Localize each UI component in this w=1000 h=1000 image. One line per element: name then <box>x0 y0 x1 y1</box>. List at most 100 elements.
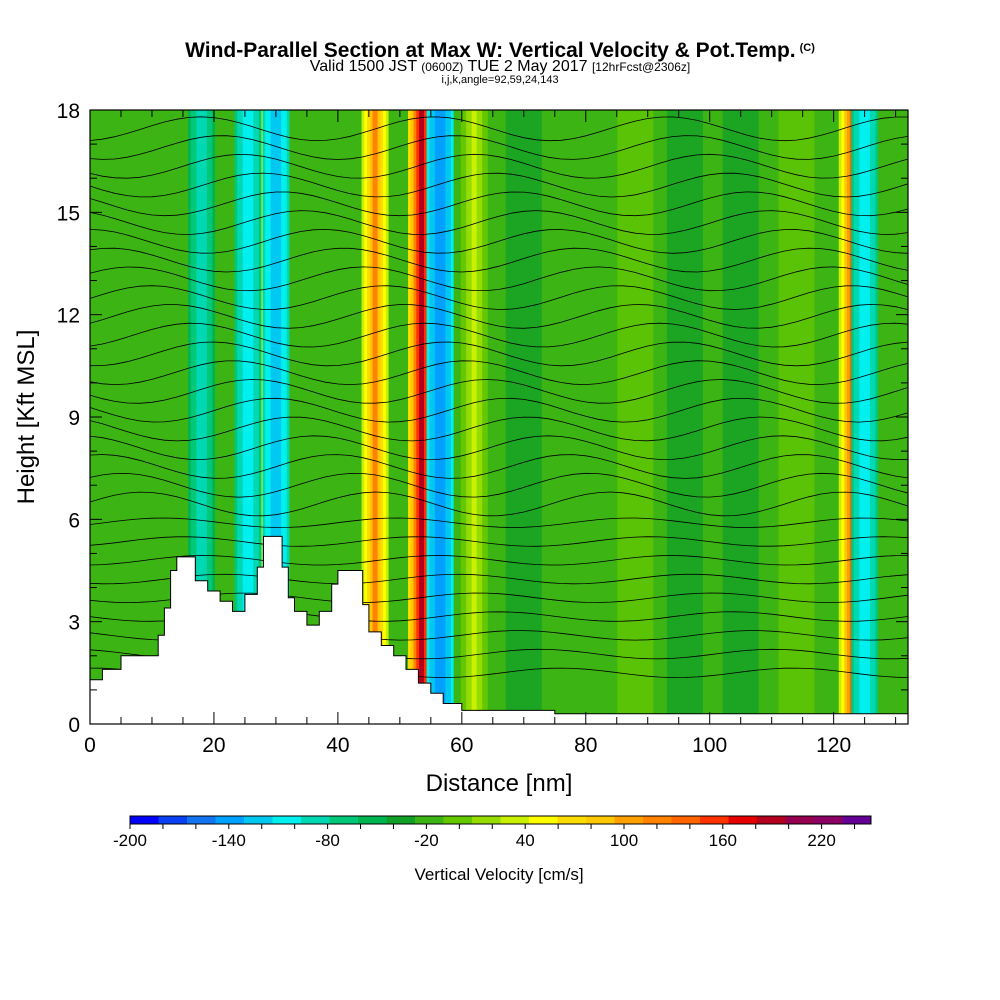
updraft-column <box>372 110 378 724</box>
x-axis: 0 20 40 60 80 100 120 <box>84 110 897 757</box>
field-patch <box>617 110 654 724</box>
colorbar-tick-label: 160 <box>709 831 737 850</box>
isentrope-line <box>90 191 908 217</box>
y-tick-label: 9 <box>68 407 80 430</box>
colorbar-swatch <box>472 816 501 824</box>
terrain <box>90 535 908 724</box>
isentrope-line <box>90 592 908 604</box>
isentrope-line <box>90 285 908 310</box>
colorbar-swatch <box>301 816 330 824</box>
updraft-column <box>419 110 425 724</box>
title-block: Wind-Parallel Section at Max W: Vertical… <box>0 36 1000 87</box>
isentrope-line <box>90 228 908 254</box>
colorbar-swatch <box>244 816 273 824</box>
x-tick-label: 120 <box>816 734 851 757</box>
grid-indices: i,j,k,angle=92,59,24,143 <box>441 74 559 86</box>
colorbar-tick-label: 220 <box>807 831 835 850</box>
y-tick-label: 15 <box>57 202 80 225</box>
x-tick-label: 60 <box>450 734 473 757</box>
colorbar-swatch <box>842 816 872 824</box>
colorbar-swatch <box>187 816 216 824</box>
updraft-column <box>471 110 477 724</box>
colorbar-swatch <box>329 816 359 824</box>
isentrope-line <box>90 210 908 235</box>
colorbar-swatch <box>728 816 758 824</box>
colorbar-frame <box>129 815 872 825</box>
colorbar-tick-label: -140 <box>212 831 246 850</box>
colorbar-title: Vertical Velocity [cm/s] <box>414 865 583 884</box>
y-tick-label: 3 <box>68 612 80 635</box>
colorbar-tick-label: -20 <box>414 831 439 850</box>
isentrope-contours <box>90 116 908 679</box>
colorbar-swatch <box>614 816 644 824</box>
colorbar-swatch <box>272 816 302 824</box>
isentrope-line <box>90 135 908 160</box>
colorbar-swatch <box>671 816 701 824</box>
y-tick-label: 6 <box>68 509 80 532</box>
colorbar-swatch <box>158 816 188 824</box>
colorbar: -200 -140 -80 -20 40 100 160 220 <box>113 815 872 850</box>
plot-area <box>90 110 908 724</box>
isentrope-line <box>90 491 908 517</box>
colorbar-swatch <box>529 816 558 824</box>
isentrope-line <box>90 397 908 423</box>
isentrope-line <box>90 266 908 292</box>
colorbar-swatch <box>215 816 245 824</box>
colorbar-swatch <box>586 816 615 824</box>
colorbar-swatch <box>814 816 843 824</box>
chart-title: Wind-Parallel Section at Max W: Vertical… <box>0 36 1000 63</box>
isentrope-line <box>90 573 908 585</box>
field-patch <box>778 110 815 724</box>
isentrope-line <box>90 435 908 461</box>
y-tick-label: 0 <box>68 714 80 737</box>
valid-time: Valid 1500 JST (0600Z) TUE 2 May 2017 [1… <box>0 58 1000 76</box>
isentrope-line <box>90 303 908 329</box>
colorbar-swatch <box>130 816 159 824</box>
y-tick-label: 18 <box>57 100 80 123</box>
valid-zulu: (0600Z) <box>421 60 464 74</box>
x-axis-label: Distance [nm] <box>426 770 573 797</box>
copyright-mark: (C) <box>799 42 815 54</box>
isentrope-line <box>90 341 908 367</box>
isentrope-line <box>90 116 908 142</box>
downdraft-column <box>273 110 279 724</box>
forecast-info: [12hrFcst@2306z] <box>591 60 691 74</box>
colorbar-swatch <box>785 816 815 824</box>
colorbar-swatch <box>443 816 473 824</box>
x-tick-label: 40 <box>326 734 349 757</box>
isentrope-line <box>90 536 908 547</box>
colorbar-tick-label: 40 <box>516 831 535 850</box>
colorbar-swatch <box>386 816 416 824</box>
colorbar-swatch <box>557 816 587 824</box>
isentrope-line <box>90 517 908 528</box>
y-axis-label: Height [Kft MSL] <box>13 330 40 505</box>
x-tick-label: 0 <box>84 734 96 757</box>
isentrope-line <box>90 172 908 198</box>
valid-prefix: Valid 1500 JST <box>309 58 417 75</box>
x-tick-label: 20 <box>202 734 225 757</box>
isentrope-line <box>90 472 908 498</box>
colorbar-swatch <box>500 816 530 824</box>
isentrope-line <box>90 555 908 566</box>
chart-title-text: Wind-Parallel Section at Max W: Vertical… <box>185 39 796 62</box>
colorbar-swatch <box>358 816 387 824</box>
isentrope-line <box>90 454 908 479</box>
colorbar-swatch <box>415 816 444 824</box>
isentrope-line <box>90 322 908 348</box>
downdraft-column <box>437 110 443 724</box>
colorbar-tick-label: -80 <box>315 831 340 850</box>
valid-date: TUE 2 May 2017 <box>467 58 588 75</box>
x-tick-label: 80 <box>574 734 597 757</box>
y-tick-label: 12 <box>57 305 80 328</box>
field-patch <box>666 110 703 724</box>
downdraft-column <box>199 110 205 724</box>
colorbar-swatch <box>700 816 729 824</box>
isentrope-line <box>90 247 908 273</box>
downdraft-column <box>245 110 251 724</box>
isentrope-line <box>90 379 908 404</box>
colorbar-tick-label: -200 <box>113 831 147 850</box>
downdraft-column <box>862 110 868 724</box>
isentrope-line <box>90 153 908 179</box>
isentrope-line <box>90 416 908 442</box>
